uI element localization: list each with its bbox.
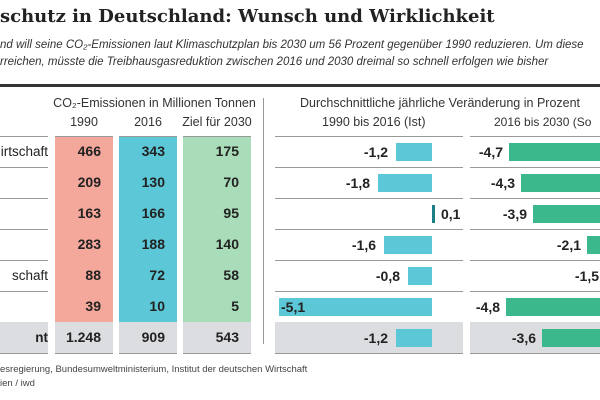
table-cell: 543 [183,322,251,353]
bar-ist-label: -1,2 [363,143,388,160]
bar-soll-label: -4,3 [490,174,515,191]
divider [263,98,264,344]
col-header-2030: Ziel für 2030 [182,115,252,129]
table-cell: 70 [183,167,251,198]
row-divider [183,136,251,137]
table-cell: 5 [183,291,251,322]
table-cell: 140 [183,229,251,260]
row-label [0,291,48,322]
row-divider [0,136,48,137]
row-divider [275,167,463,168]
table-cell: 209 [55,167,113,198]
bar-ist-label: 0,1 [441,205,461,222]
left-header: CO₂-Emissionen in Millionen Tonnen [53,96,256,110]
bar-ist-label: -1,6 [351,236,376,253]
row-divider [55,353,113,354]
subtitle-line-2: rreichen, müsste die Treibhausgasredukti… [0,56,549,68]
header-rule [0,84,600,87]
row-divider [0,260,48,261]
bar-ist-label: -1,8 [345,174,370,191]
row-divider [119,353,177,354]
bar-ist [279,297,432,316]
table-cell: 909 [119,322,177,353]
bar-ist-label: -5,1 [281,298,306,315]
bar-header-ist: 1990 bis 2016 (Ist) [322,115,426,129]
row-divider [470,167,600,168]
table-cell: 163 [55,198,113,229]
row-label [0,229,48,260]
table-cell: 130 [119,167,177,198]
subtitle-line-1: nd will seine CO₂-Emissionen laut Klimas… [0,39,584,51]
bar-header-soll: 2016 bis 2030 (So [494,115,592,129]
row-divider [275,229,463,230]
table-cell: 72 [119,260,177,291]
col-header-2016: 2016 [134,115,162,129]
row-divider [470,229,600,230]
table-cell: 166 [119,198,177,229]
bar-soll-label: -3,6 [511,329,536,346]
row-divider [0,291,48,292]
row-divider [470,260,600,261]
bar-ist [408,266,432,285]
bar-soll-label: -4,7 [478,143,503,160]
row-divider [470,136,600,137]
right-header: Durchschnittliche jährliche Veränderung … [300,96,581,110]
table-cell: 95 [183,198,251,229]
bar-soll [533,204,600,223]
bar-soll-label: -4,8 [475,298,500,315]
row-divider [183,353,251,354]
source-line-1: esregierung, Bundesumweltministerium, In… [0,364,308,375]
bar-soll [542,328,600,347]
row-divider [0,198,48,199]
row-divider [470,353,600,354]
bar-ist [432,204,435,223]
bar-soll [506,297,600,316]
row-divider [0,353,48,354]
row-divider [0,167,48,168]
bar-ist-label: -0,8 [375,267,400,284]
row-divider [275,198,463,199]
table-cell: 466 [55,136,113,167]
col-header-1990: 1990 [70,115,98,129]
table-cell: 39 [55,291,113,322]
row-label: irtschaft [0,144,48,159]
source-line-2: ien / iwd [0,378,35,389]
table-cell: 10 [119,291,177,322]
table-cell: 283 [55,229,113,260]
bar-soll-label: -3,9 [502,205,527,222]
bar-soll [521,173,600,192]
table-cell: 58 [183,260,251,291]
row-divider [275,260,463,261]
table-cell: 175 [183,136,251,167]
bar-ist [378,173,432,192]
table-cell: 188 [119,229,177,260]
bar-soll-label: -2,1 [556,236,581,253]
bar-soll [509,142,600,161]
bar-soll [587,235,600,254]
row-divider [470,291,600,292]
bar-ist [396,328,432,347]
row-label: nt [35,330,48,345]
row-divider [470,198,600,199]
chart-title: schutz in Deutschland: Wunsch und Wirkli… [0,6,495,27]
bar-ist [396,142,432,161]
row-divider [0,229,48,230]
row-divider [55,136,113,137]
row-label [0,198,48,229]
row-label: schaft [11,268,48,283]
row-divider [275,353,463,354]
total-row-bg [0,322,48,353]
table-cell: 88 [55,260,113,291]
bar-soll-label: -1,5 [574,267,599,284]
table-cell: 1.248 [55,322,113,353]
row-divider [275,136,463,137]
bar-ist [384,235,432,254]
table-cell: 343 [119,136,177,167]
bar-ist-label: -1,2 [363,329,388,346]
row-divider [275,291,463,292]
row-label [0,167,48,198]
row-divider [119,136,177,137]
